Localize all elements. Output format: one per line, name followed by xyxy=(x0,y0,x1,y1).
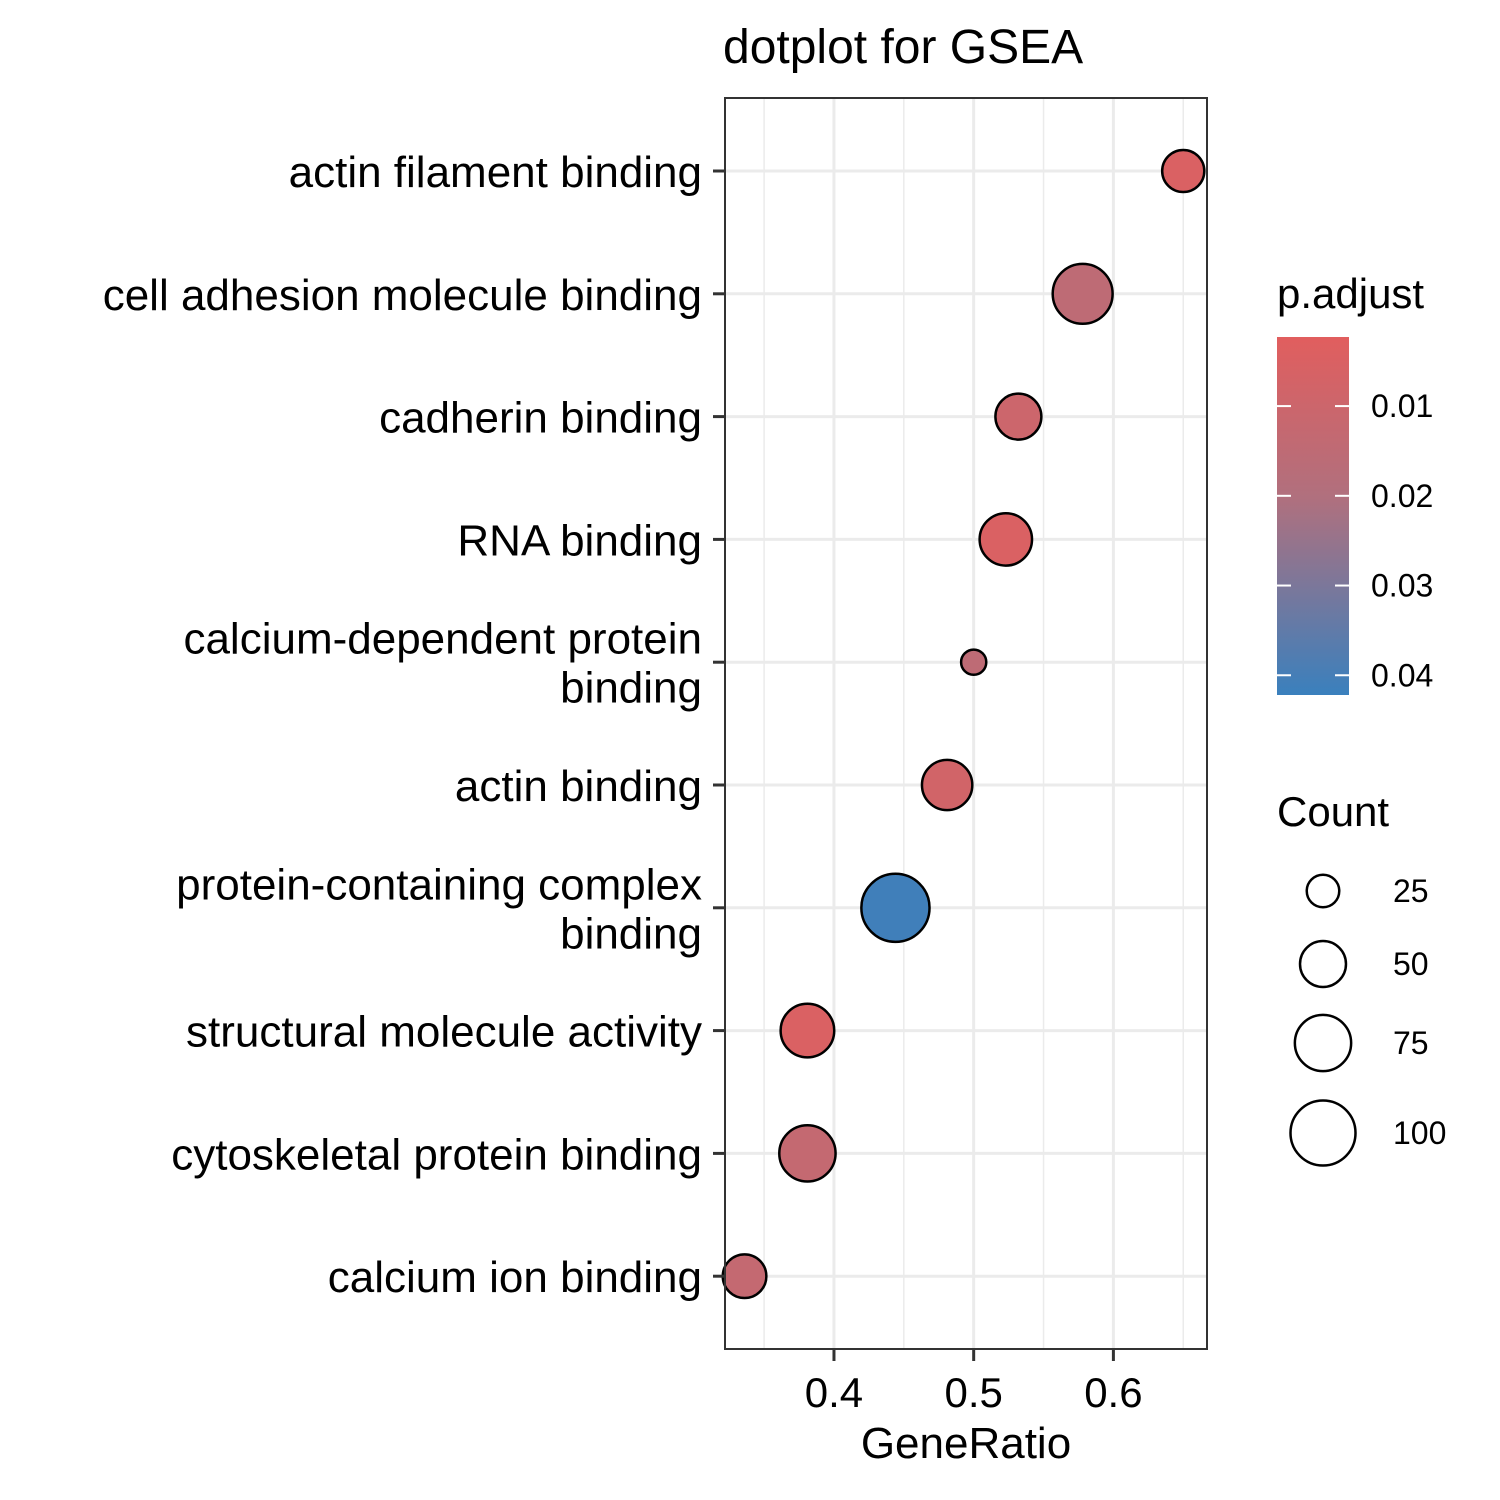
color-legend-bar xyxy=(1277,337,1349,695)
data-point xyxy=(959,648,988,677)
size-legend-label: 25 xyxy=(1393,873,1429,909)
size-legend-label: 100 xyxy=(1393,1115,1446,1151)
data-point xyxy=(978,511,1034,567)
y-tick-label: cell adhesion molecule binding xyxy=(103,271,702,320)
size-legend: 25 50 75 100 xyxy=(1289,873,1446,1167)
x-tick-label: 0.5 xyxy=(944,1369,1002,1416)
chart-title: dotplot for GSEA xyxy=(723,21,1083,74)
size-legend-title: Count xyxy=(1277,788,1389,835)
color-legend-label: 0.02 xyxy=(1371,478,1433,514)
y-tick-label: RNA binding xyxy=(457,516,702,565)
data-point xyxy=(994,392,1043,441)
size-legend-circle xyxy=(1298,939,1348,989)
color-legend-title: p.adjust xyxy=(1277,270,1424,317)
y-tick-label: actin binding xyxy=(455,762,702,811)
data-point xyxy=(721,1253,768,1300)
size-legend-circle xyxy=(1305,873,1341,909)
size-legend-label: 75 xyxy=(1393,1025,1429,1061)
y-tick-label: protein-containing complex binding xyxy=(176,860,702,958)
size-legend-label: 50 xyxy=(1393,946,1429,982)
data-point xyxy=(860,872,931,944)
x-tick-label: 0.6 xyxy=(1084,1369,1142,1416)
y-tick-label: cytoskeletal protein binding xyxy=(171,1130,702,1179)
color-legend-label: 0.04 xyxy=(1371,657,1433,693)
y-tick-label: structural molecule activity xyxy=(186,1008,702,1057)
data-point xyxy=(778,1124,837,1183)
x-axis-title: GeneRatio xyxy=(861,1419,1071,1468)
color-legend-ticks: 0.01 0.02 0.03 0.04 xyxy=(1277,388,1433,693)
data-point xyxy=(1051,262,1114,326)
data-point xyxy=(1160,148,1206,194)
panel-border xyxy=(724,97,1208,1350)
y-tick-label: calcium-dependent protein binding xyxy=(183,615,702,713)
x-axis: 0.4 0.5 0.6 xyxy=(805,1349,1143,1416)
data-point xyxy=(779,1002,836,1059)
size-legend-circle xyxy=(1293,1013,1353,1073)
y-axis: actin filament binding cell adhesion mole… xyxy=(103,148,725,1302)
y-tick-label: cadherin binding xyxy=(379,394,702,443)
data-points xyxy=(721,148,1206,1300)
size-legend-circle xyxy=(1289,1099,1357,1167)
y-tick-label: actin filament binding xyxy=(289,148,702,197)
y-tick-label: calcium ion binding xyxy=(328,1253,702,1302)
color-legend-label: 0.03 xyxy=(1371,568,1433,604)
color-legend-label: 0.01 xyxy=(1371,388,1433,424)
x-tick-label: 0.4 xyxy=(805,1369,863,1416)
data-point xyxy=(920,758,974,812)
